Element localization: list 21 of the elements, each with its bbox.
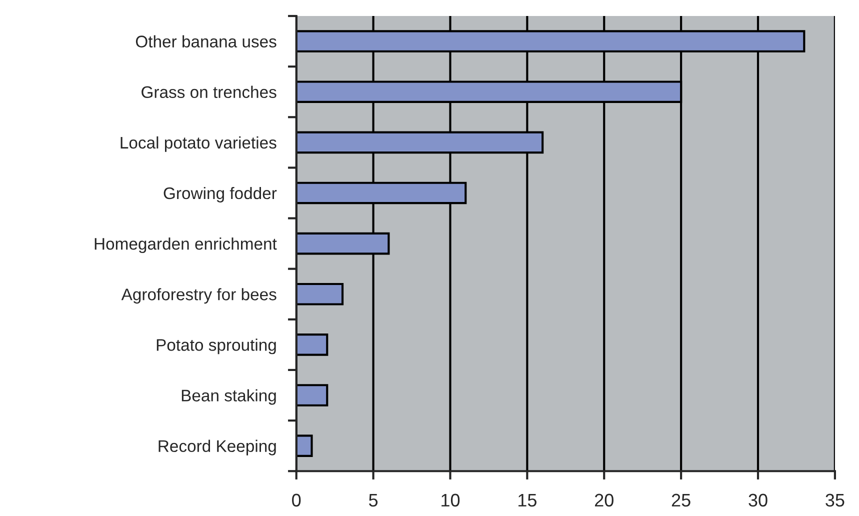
y-tick-label: Potato sprouting bbox=[156, 338, 276, 354]
y-tick-label: Bean staking bbox=[182, 389, 276, 405]
bar bbox=[296, 434, 313, 457]
y-tick-label: Local potato varieties bbox=[120, 136, 276, 152]
x-tick-label: 25 bbox=[672, 494, 690, 507]
bar bbox=[296, 334, 328, 356]
y-tick-label: Grass on trenches bbox=[142, 86, 276, 98]
y-tick-label: Homegarden enrichment bbox=[94, 238, 277, 254]
x-tick-label: 15 bbox=[518, 494, 536, 507]
x-tick-label: 0 bbox=[292, 494, 301, 507]
y-tick-label: Growing fodder bbox=[164, 186, 277, 202]
y-tick-label: Agroforestry for bees bbox=[121, 288, 276, 304]
x-tick-label: 30 bbox=[748, 494, 768, 507]
y-tick-label: Other banana uses bbox=[136, 35, 276, 48]
y-tick-label: Record Keeping bbox=[158, 440, 276, 456]
bar bbox=[296, 282, 344, 306]
x-tick-label: 35 bbox=[826, 494, 844, 507]
x-tick-label: 10 bbox=[442, 494, 460, 507]
x-tick-label: 5 bbox=[369, 494, 378, 507]
x-tick-label: 20 bbox=[594, 494, 614, 507]
bar bbox=[296, 384, 328, 406]
